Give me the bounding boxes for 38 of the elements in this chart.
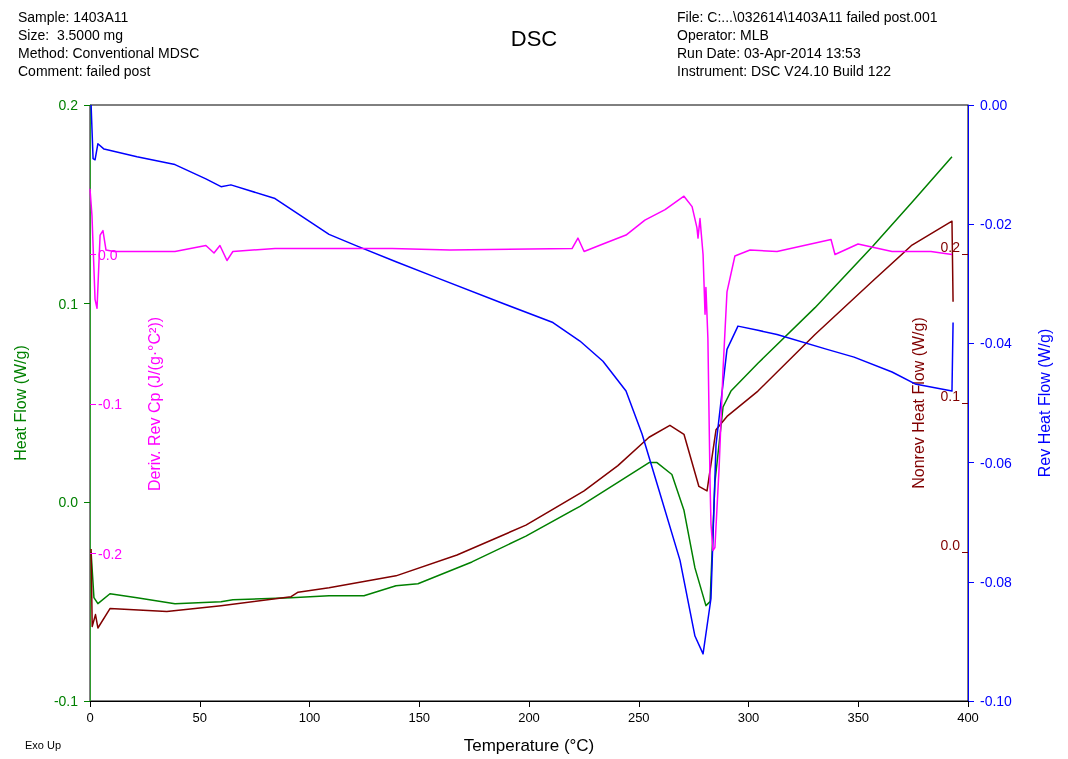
x-tick-label: 200 (518, 710, 540, 725)
y2-tick-label: -0.08 (980, 573, 1013, 590)
text: Exo Up (25, 738, 62, 751)
text: Comment: failed post (18, 63, 151, 79)
text: File: C:...\032614\1403A11 failed post.001 (677, 9, 938, 25)
y-tick-label: 0.1 (58, 295, 79, 312)
text: Instrument: DSC V24.10 Build 122 (677, 63, 892, 79)
y3-axis-title: Nonrev Heat Flow (W/g) (909, 317, 927, 489)
x-axis-title: Temperature (°C) (463, 736, 595, 755)
y-tick-label: 0.0 (58, 494, 79, 511)
y2-tick-label: -0.02 (980, 216, 1013, 233)
x-tick-label: 300 (737, 710, 760, 725)
y-axis-title: Heat Flow (W/g) (11, 345, 29, 461)
x-tick-label: 50 (192, 710, 207, 725)
x-tick-label: 350 (847, 710, 870, 725)
x-tick-label: 150 (408, 710, 431, 725)
x-tick-label: 250 (627, 710, 650, 725)
y2-tick-label: -0.04 (980, 335, 1013, 352)
text: Run Date: 03-Apr-2014 13:53 (677, 45, 861, 61)
x-tick-label: 0 (86, 710, 94, 725)
y2-axis-title: Rev Heat Flow (W/g) (1035, 328, 1053, 478)
chart-title: DSC (510, 25, 558, 51)
y2-tick-label: -0.10 (980, 693, 1013, 709)
y2-tick-label: -0.06 (980, 454, 1013, 471)
text: Operator: MLB (677, 27, 769, 43)
text: Size: 3.5000 mg (18, 27, 124, 43)
y3-tick-label: 0.1 (940, 388, 961, 404)
y3-tick-label: 0.0 (940, 537, 961, 553)
y-axis-title: Deriv. Rev Cp (J/(g·°C²)) (145, 316, 163, 492)
y-tick-label: -0.1 (53, 693, 79, 709)
text: Method: Conventional MDSC (18, 45, 200, 61)
y-tick-label: -0.1 (98, 396, 123, 412)
y-tick-label: 0.2 (58, 97, 79, 113)
x-tick-label: 100 (298, 710, 321, 725)
x-tick-label: 400 (957, 710, 979, 725)
text: Sample: 1403A11 (18, 9, 129, 25)
y-tick-label: -0.2 (98, 545, 123, 562)
y2-tick-label: 0.00 (980, 97, 1008, 113)
